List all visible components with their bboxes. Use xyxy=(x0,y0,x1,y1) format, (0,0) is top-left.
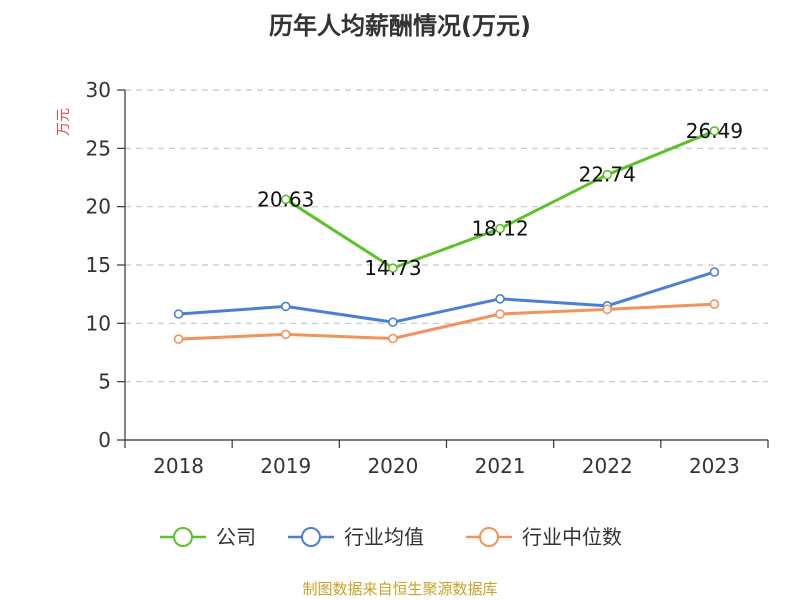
data-point xyxy=(709,267,720,277)
y-tick-label: 20 xyxy=(86,195,111,219)
y-tick-label: 0 xyxy=(98,428,111,452)
data-point xyxy=(602,169,613,180)
data-source-note: 制图数据来自恒生聚源数据库 xyxy=(302,580,498,598)
axes: 0 5 10 15 20 25 30 2018 2019 2020 2021 2022 2023 xyxy=(86,78,769,478)
y-tick-label: 30 xyxy=(86,78,111,102)
legend-label: 行业中位数 xyxy=(522,525,622,549)
x-tick-label: 2023 xyxy=(689,454,740,478)
data-point xyxy=(388,263,398,273)
data-point xyxy=(388,333,398,344)
y-tick-label: 5 xyxy=(98,370,111,394)
chart-title: 历年人均薪酬情况(万元) xyxy=(269,12,531,40)
y-axis-label: 万元 xyxy=(56,108,72,136)
data-point xyxy=(173,334,184,344)
legend-label: 行业均值 xyxy=(344,525,424,549)
data-point xyxy=(495,309,505,319)
data-point xyxy=(280,329,291,340)
series-group xyxy=(173,126,720,344)
data-point xyxy=(280,301,291,312)
grid-lines xyxy=(125,89,768,383)
legend-marker-0 xyxy=(173,527,193,547)
y-tick-label: 10 xyxy=(86,311,111,335)
data-point xyxy=(388,317,398,327)
x-tick-label: 2020 xyxy=(367,454,418,478)
data-point xyxy=(173,309,184,319)
series-line-2 xyxy=(178,302,715,341)
data-point xyxy=(495,294,505,304)
data-point xyxy=(280,194,291,205)
data-label: 20.63 xyxy=(257,187,314,211)
data-label: 18.12 xyxy=(471,217,528,241)
y-tick-label: 25 xyxy=(86,136,111,160)
series-line-0 xyxy=(284,129,715,270)
series-line-1 xyxy=(178,270,715,324)
data-label: 22.74 xyxy=(579,163,636,187)
x-tick-label: 2018 xyxy=(153,454,204,478)
data-label: 26.49 xyxy=(686,119,743,143)
legend: 公司 行业均值 行业中位数 xyxy=(160,525,622,549)
data-point xyxy=(709,126,720,136)
y-tick-label: 15 xyxy=(86,253,111,277)
x-tick-label: 2021 xyxy=(475,454,526,478)
x-tick-label: 2019 xyxy=(260,454,311,478)
legend-marker-2 xyxy=(479,527,499,547)
data-point xyxy=(709,299,720,309)
legend-label: 公司 xyxy=(216,525,256,549)
x-tick-label: 2022 xyxy=(582,454,633,478)
data-label: 14.73 xyxy=(364,256,421,280)
legend-marker-1 xyxy=(301,527,321,547)
data-labels: 20.63 14.73 18.12 22.74 26.49 xyxy=(257,119,743,280)
data-point xyxy=(495,223,505,234)
data-point xyxy=(602,304,613,315)
